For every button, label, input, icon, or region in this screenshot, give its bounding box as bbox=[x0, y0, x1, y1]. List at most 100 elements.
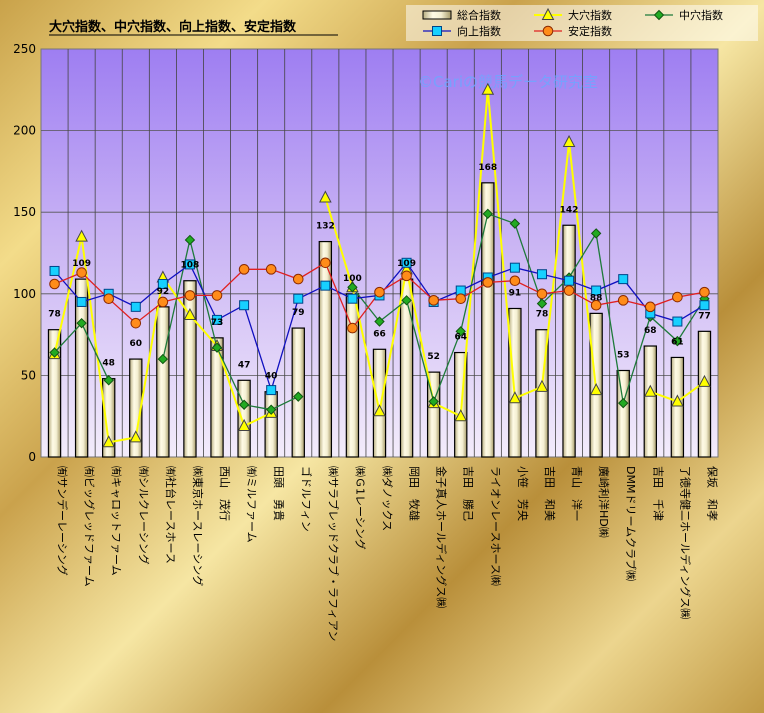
series-marker bbox=[374, 316, 385, 327]
legend-swatch bbox=[422, 10, 452, 20]
series-marker bbox=[699, 300, 710, 311]
bar bbox=[264, 391, 278, 458]
series-marker bbox=[238, 264, 250, 275]
bar bbox=[129, 358, 143, 458]
series-marker bbox=[509, 218, 521, 229]
series-marker bbox=[49, 347, 60, 358]
y-tick-label: 50 bbox=[21, 368, 36, 382]
series-marker bbox=[672, 335, 683, 347]
series-marker bbox=[76, 317, 87, 329]
series-marker bbox=[76, 267, 87, 278]
bar-value-label: 100 bbox=[343, 274, 362, 284]
series-marker bbox=[563, 285, 575, 296]
series-marker bbox=[591, 285, 602, 296]
watermark: ©Cariの競馬データ研究室 bbox=[418, 73, 598, 91]
series-marker bbox=[455, 293, 467, 304]
bar bbox=[372, 348, 387, 458]
series-marker bbox=[509, 262, 520, 273]
legend-label: 中穴指数 bbox=[679, 8, 723, 22]
x-tick-label: 吉田 千津 bbox=[651, 466, 664, 521]
series-marker bbox=[374, 286, 385, 298]
bar-value-label: 53 bbox=[617, 351, 630, 361]
series-marker bbox=[564, 275, 575, 286]
series-marker bbox=[157, 353, 169, 365]
x-tick-label: ㈲ミルファーム bbox=[245, 466, 258, 543]
y-tick-label: 0 bbox=[28, 450, 36, 464]
bar-value-label: 60 bbox=[130, 339, 143, 349]
series-marker bbox=[454, 409, 468, 422]
x-tick-label: ㈲シルクレーシング bbox=[137, 466, 151, 565]
bar-value-label: 109 bbox=[72, 259, 91, 269]
series-marker bbox=[455, 326, 466, 337]
bar-value-label: 108 bbox=[181, 261, 200, 271]
series-marker bbox=[211, 290, 223, 301]
x-tick-label: ㈲サンデーレーシング bbox=[56, 466, 70, 576]
bar bbox=[237, 379, 251, 458]
series-marker bbox=[401, 257, 412, 268]
y-tick-label: 200 bbox=[13, 124, 36, 138]
series-marker bbox=[590, 228, 602, 239]
series-marker bbox=[618, 397, 629, 409]
series-marker bbox=[157, 279, 168, 290]
series-marker bbox=[130, 301, 141, 312]
bar-value-label: 77 bbox=[698, 311, 711, 321]
series-marker bbox=[157, 296, 169, 308]
series-marker bbox=[183, 307, 197, 321]
series-marker bbox=[617, 295, 629, 306]
legend-label: 大穴指数 bbox=[568, 8, 612, 22]
x-tick-label: 吉田 勝己 bbox=[462, 466, 476, 521]
series-marker bbox=[49, 278, 60, 290]
bar bbox=[616, 369, 630, 458]
bar-value-label: 52 bbox=[427, 352, 440, 362]
bar-value-labels: 78 109 48 60 92 108 73 47 40 79 132 100 66 109 52 64 168… bbox=[48, 163, 710, 382]
x-tick-label: 青山 洋一 bbox=[570, 466, 584, 521]
series-marker bbox=[589, 383, 603, 396]
legend-marker bbox=[653, 9, 665, 21]
series-marker bbox=[699, 286, 710, 298]
series-marker bbox=[536, 288, 548, 300]
series-marker bbox=[239, 300, 250, 311]
series-marker bbox=[401, 295, 412, 306]
series-marker bbox=[618, 274, 629, 285]
x-tick-label: 了徳寺健二ホールディングス㈱ bbox=[678, 466, 692, 619]
x-tick-label: 西山 茂行 bbox=[218, 466, 232, 521]
bar-value-label: 109 bbox=[397, 259, 416, 269]
series-marker bbox=[347, 293, 358, 304]
series-marker bbox=[482, 277, 494, 288]
x-axis-labels: ㈲サンデーレーシング ㈲ビッグレッドファーム ㈲キャロットファーム ㈲シルクレーシング… bbox=[56, 466, 720, 641]
x-tick-label: 金子真人ホールディングス㈱ bbox=[435, 466, 449, 608]
bar-value-label: 73 bbox=[211, 318, 224, 328]
series-marker bbox=[130, 317, 142, 329]
y-tick-label: 150 bbox=[13, 205, 36, 219]
bar-value-label: 92 bbox=[157, 287, 170, 297]
bar-value-label: 88 bbox=[590, 293, 603, 303]
series-marker bbox=[401, 270, 412, 282]
bar-value-label: 79 bbox=[292, 308, 305, 318]
bar bbox=[643, 345, 657, 458]
bar-value-label: 132 bbox=[316, 222, 335, 232]
x-tick-label: 小笹 芳央 bbox=[516, 466, 530, 521]
series-marker bbox=[103, 375, 114, 386]
bar-value-label: 78 bbox=[48, 310, 61, 320]
bar-value-label: 40 bbox=[265, 372, 278, 382]
x-tick-label: ㈲キャロットファーム bbox=[110, 466, 123, 576]
x-tick-label: ライオンレースホース㈱ bbox=[489, 466, 502, 586]
series-marker bbox=[265, 404, 277, 415]
series-marker bbox=[347, 282, 358, 293]
series-marker bbox=[509, 275, 521, 287]
series-marker bbox=[211, 342, 223, 353]
bar bbox=[210, 337, 224, 458]
x-tick-label: 吉田 和美 bbox=[543, 466, 556, 521]
bar-value-label: 68 bbox=[644, 326, 657, 336]
bar-value-label: 168 bbox=[478, 163, 497, 173]
bar-value-label: 78 bbox=[536, 310, 549, 320]
series-marker bbox=[49, 265, 60, 276]
y-tick-label: 250 bbox=[13, 42, 36, 56]
series-marker bbox=[102, 435, 116, 448]
bar-value-label: 142 bbox=[560, 205, 579, 215]
series-marker bbox=[481, 82, 495, 95]
legend-box bbox=[406, 5, 758, 41]
series-marker bbox=[103, 293, 114, 304]
x-tick-label: ㈱サラブレッドクラブ・ラフィアン bbox=[326, 466, 340, 641]
